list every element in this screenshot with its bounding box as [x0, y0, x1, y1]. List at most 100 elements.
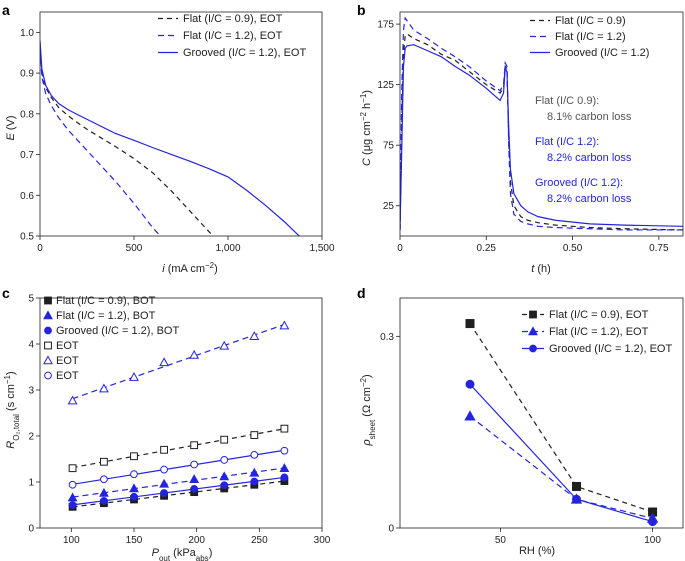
- panel-c-xtick-label: 300: [314, 535, 331, 546]
- panel-c-legend-label: Flat (I/C = 1.2), BOT: [56, 310, 156, 322]
- panel-a-xtick-label: 500: [126, 243, 143, 254]
- panel-c-series-5-point: [68, 480, 77, 489]
- panel-c-ytick-label: 3: [28, 386, 34, 397]
- panel-c-series-1-line: [72, 467, 285, 498]
- panel-a-series-group: [40, 40, 301, 236]
- panel-c-series-group: [67, 320, 290, 511]
- panel-a-ytick-label: 1.0: [20, 28, 34, 39]
- panel-b-legend-label: Grooved (I/C = 1.2): [555, 47, 649, 59]
- panel-c-series-1-point: [279, 463, 290, 472]
- panel-c-series-2-point: [280, 473, 289, 482]
- panel-a-xtick-label: 1,000: [215, 243, 240, 254]
- panel-a-ytick-label: 0.9: [20, 69, 34, 80]
- panel-b-ytick-label: 125: [377, 80, 394, 91]
- panel-a-legend-label: Flat (I/C = 1.2), EOT: [183, 30, 283, 42]
- panel-b-frame: [399, 11, 684, 237]
- panel-b-series-0-line: [400, 32, 683, 231]
- panel-c-xtick-label: 200: [188, 535, 205, 546]
- panel-a-xtick-label: 0: [37, 243, 43, 254]
- panel-c-xtick-label: 150: [126, 535, 143, 546]
- panel-d-letter: d: [357, 285, 366, 301]
- panel-a-series-0-line: [40, 44, 214, 236]
- panel-d-frame: [399, 297, 684, 529]
- panel-c-legend-marker: [44, 341, 52, 350]
- panel-c-ytick-label: 2: [28, 432, 34, 443]
- panel-b-series-1-line: [400, 16, 683, 231]
- panel-a-plot-area: [40, 40, 301, 236]
- panel-c-series-5-point: [130, 470, 138, 479]
- panel-a: 0 500 1,000 1,500 0.5 0.6 0.7 0.8 0.9 1.0 i (mA c…: [5, 11, 335, 276]
- panel-d-series-0-point: [465, 319, 475, 329]
- panel-b-annotations: Flat (I/C 0.9): 8.1% carbon loss Flat (I/C…: [535, 95, 632, 205]
- panel-c-legend-label: EOT: [56, 355, 79, 367]
- panel-c-legend-marker: [44, 326, 52, 335]
- panel-b-annotation-title: Flat (I/C 1.2):: [535, 136, 599, 148]
- panel-c-series-5-point: [190, 460, 199, 469]
- panel-c-series-3-point: [130, 452, 138, 461]
- panel-b-legend: Flat (I/C = 0.9) Flat (I/C = 1.2) Grooved …: [530, 15, 649, 59]
- panel-a-series-1-line: [40, 48, 162, 236]
- panel-c-xtick-label: 250: [251, 535, 268, 546]
- panel-c-series-3-point: [160, 445, 168, 454]
- panel-d-legend-marker: [528, 326, 538, 336]
- panel-c-series-3-point: [220, 435, 229, 444]
- panel-c-series-3-point: [190, 441, 199, 450]
- panel-c-legend-marker: [43, 310, 53, 320]
- panel-c-series-2-point: [190, 485, 199, 493]
- panel-b-annotation-value: 8.1% carbon loss: [547, 111, 632, 123]
- panel-c-series-4-line: [72, 323, 285, 400]
- panel-c-legend-label: Grooved (I/C = 1.2), BOT: [56, 325, 179, 337]
- panel-a-frame: [39, 11, 323, 237]
- panel-c-ytick-label: 5: [28, 294, 34, 305]
- panel-a-legend-label: Grooved (I/C = 1.2), EOT: [183, 47, 306, 59]
- panel-b-ytick-label: 75: [383, 141, 395, 152]
- panel-d-legend-label: Flat (I/C = 0.9), EOT: [549, 309, 649, 321]
- panel-a-ytick-label: 0.7: [20, 150, 34, 161]
- panel-a-legend-label: Flat (I/C = 0.9), EOT: [183, 13, 283, 25]
- panel-a-xlabel: i (mA cm−2): [162, 261, 218, 276]
- panel-c-series-5-point: [100, 475, 108, 484]
- panel-c-legend-marker: [44, 371, 52, 380]
- panel-d-plot-area: [464, 319, 659, 527]
- panel-d-series-0-line: [469, 323, 653, 513]
- panel-c-legend-label: EOT: [56, 340, 79, 352]
- panel-a-xtick-label: 1,500: [309, 243, 334, 254]
- panel-d-xlabel: RH (%): [519, 545, 555, 557]
- panel-b-xlabel: t (h): [531, 263, 551, 275]
- panel-c-legend-label: Flat (I/C = 0.9), BOT: [56, 295, 156, 307]
- panel-a-series-2-line: [40, 40, 301, 236]
- panel-c-series-1-point: [129, 483, 139, 493]
- panel-c-series-3-point: [100, 457, 108, 466]
- panel-c-series-4-point: [249, 331, 260, 340]
- panel-c-series-2-point: [68, 501, 77, 509]
- panel-b-annotation-title: Grooved (I/C 1.2):: [535, 177, 623, 189]
- panel-c-series-1-point: [189, 474, 200, 484]
- panel-b-letter: b: [357, 2, 366, 18]
- panel-c-series-3-point: [280, 424, 289, 433]
- panel-c-series-4-point: [129, 372, 139, 381]
- panel-c-series-3-point: [68, 464, 77, 473]
- panel-b: 0 0.25 0.50 0.75 25 75 125 175 t (h) C (μg cm−2…: [359, 11, 684, 275]
- panel-d-series-group: [464, 319, 659, 527]
- panel-b-annotation-value: 8.2% carbon loss: [547, 193, 632, 205]
- panel-c-ytick-label: 1: [28, 478, 34, 489]
- panel-c-series-4-point: [67, 395, 78, 405]
- panel-a-letter: a: [2, 2, 10, 18]
- panel-b-xtick-label: 0: [397, 243, 403, 254]
- panel-c-series-4-point: [279, 320, 290, 330]
- panel-c-frame: [39, 297, 323, 529]
- panel-c-ylabel: RO₂,total (s cm−1): [3, 371, 21, 448]
- panel-b-legend-label: Flat (I/C = 0.9): [555, 15, 626, 27]
- panel-d-legend-marker: [529, 310, 537, 319]
- panel-c-ytick-label: 4: [28, 340, 34, 351]
- panel-d-series-2-point: [571, 494, 581, 504]
- panel-c-series-4-point: [159, 357, 170, 367]
- panel-b-ytick-label: 25: [383, 201, 395, 212]
- panel-c-series-5-point: [280, 446, 289, 455]
- panel-b-ytick-label: 175: [377, 20, 394, 31]
- panel-c-ytick-label: 0: [28, 524, 34, 535]
- panel-c-series-2-point: [160, 489, 168, 497]
- panel-b-series-group: [400, 16, 683, 231]
- panel-c-plot-area: [67, 320, 290, 511]
- panel-c-series-2-point: [250, 477, 259, 486]
